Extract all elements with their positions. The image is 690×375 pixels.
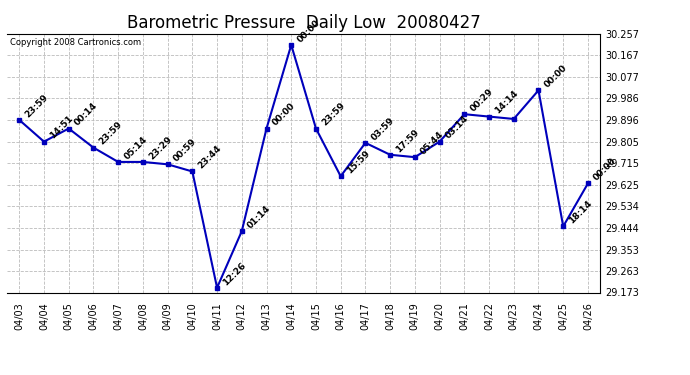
Text: 00:00: 00:00 [270,102,297,128]
Text: 00:00: 00:00 [592,156,618,183]
Text: 14:14: 14:14 [493,89,520,116]
Text: 23:59: 23:59 [97,120,124,147]
Text: 03:14: 03:14 [444,114,471,141]
Title: Barometric Pressure  Daily Low  20080427: Barometric Pressure Daily Low 20080427 [127,14,480,32]
Text: 14:51: 14:51 [48,114,75,141]
Text: 12:26: 12:26 [221,260,248,287]
Text: 17:59: 17:59 [394,127,421,154]
Text: 00:29: 00:29 [469,87,495,113]
Text: 00:59: 00:59 [172,137,198,164]
Text: 05:44: 05:44 [419,130,446,156]
Text: 00:14: 00:14 [73,101,99,128]
Text: 05:14: 05:14 [122,135,149,161]
Text: 18:14: 18:14 [567,199,594,226]
Text: Copyright 2008 Cartronics.com: Copyright 2008 Cartronics.com [10,38,141,46]
Text: 23:59: 23:59 [23,93,50,119]
Text: 00:00: 00:00 [295,18,322,44]
Text: 03:59: 03:59 [370,116,396,142]
Text: 01:14: 01:14 [246,204,273,230]
Text: 23:44: 23:44 [197,144,224,171]
Text: 00:00: 00:00 [542,63,569,90]
Text: 23:29: 23:29 [147,135,174,161]
Text: 23:59: 23:59 [320,101,347,128]
Text: 15:59: 15:59 [345,149,371,176]
